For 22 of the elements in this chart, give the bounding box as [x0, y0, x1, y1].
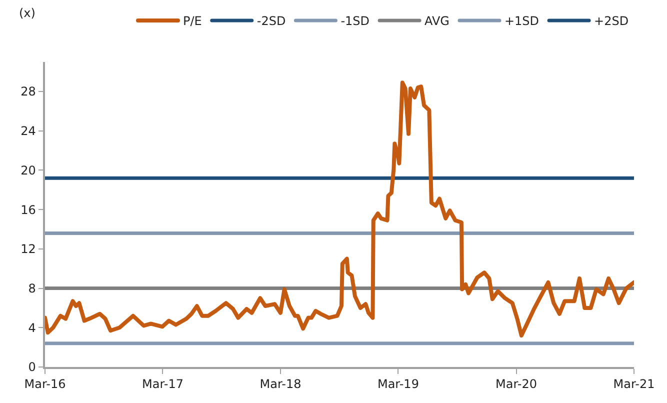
legend-label: -2SD: [256, 14, 286, 28]
x-tick-label: Mar-19: [377, 377, 419, 392]
y-tick-label: 4: [28, 320, 36, 335]
y-tick-label: 24: [20, 124, 36, 138]
x-tick-label: Mar-17: [142, 377, 184, 392]
y-tick-label: 16: [20, 202, 36, 217]
legend-label: -1SD: [340, 14, 370, 28]
legend-label: P/E: [183, 14, 202, 28]
legend-label: +2SD: [594, 14, 629, 28]
y-tick-label: 20: [20, 163, 36, 178]
y-axis-title: (x): [19, 6, 36, 20]
legend-label: AVG: [424, 14, 450, 28]
y-tick-label: 12: [20, 242, 36, 256]
x-tick-label: Mar-20: [496, 377, 537, 392]
x-tick-label: Mar-16: [24, 377, 66, 392]
y-tick-label: 0: [28, 360, 36, 374]
legend-label: +1SD: [504, 14, 540, 28]
x-tick-label: Mar-21: [613, 377, 655, 392]
y-tick-label: 8: [28, 281, 36, 296]
line-series: [45, 80, 634, 338]
y-tick-label: 28: [20, 84, 36, 99]
x-tick-label: Mar-18: [260, 377, 302, 392]
